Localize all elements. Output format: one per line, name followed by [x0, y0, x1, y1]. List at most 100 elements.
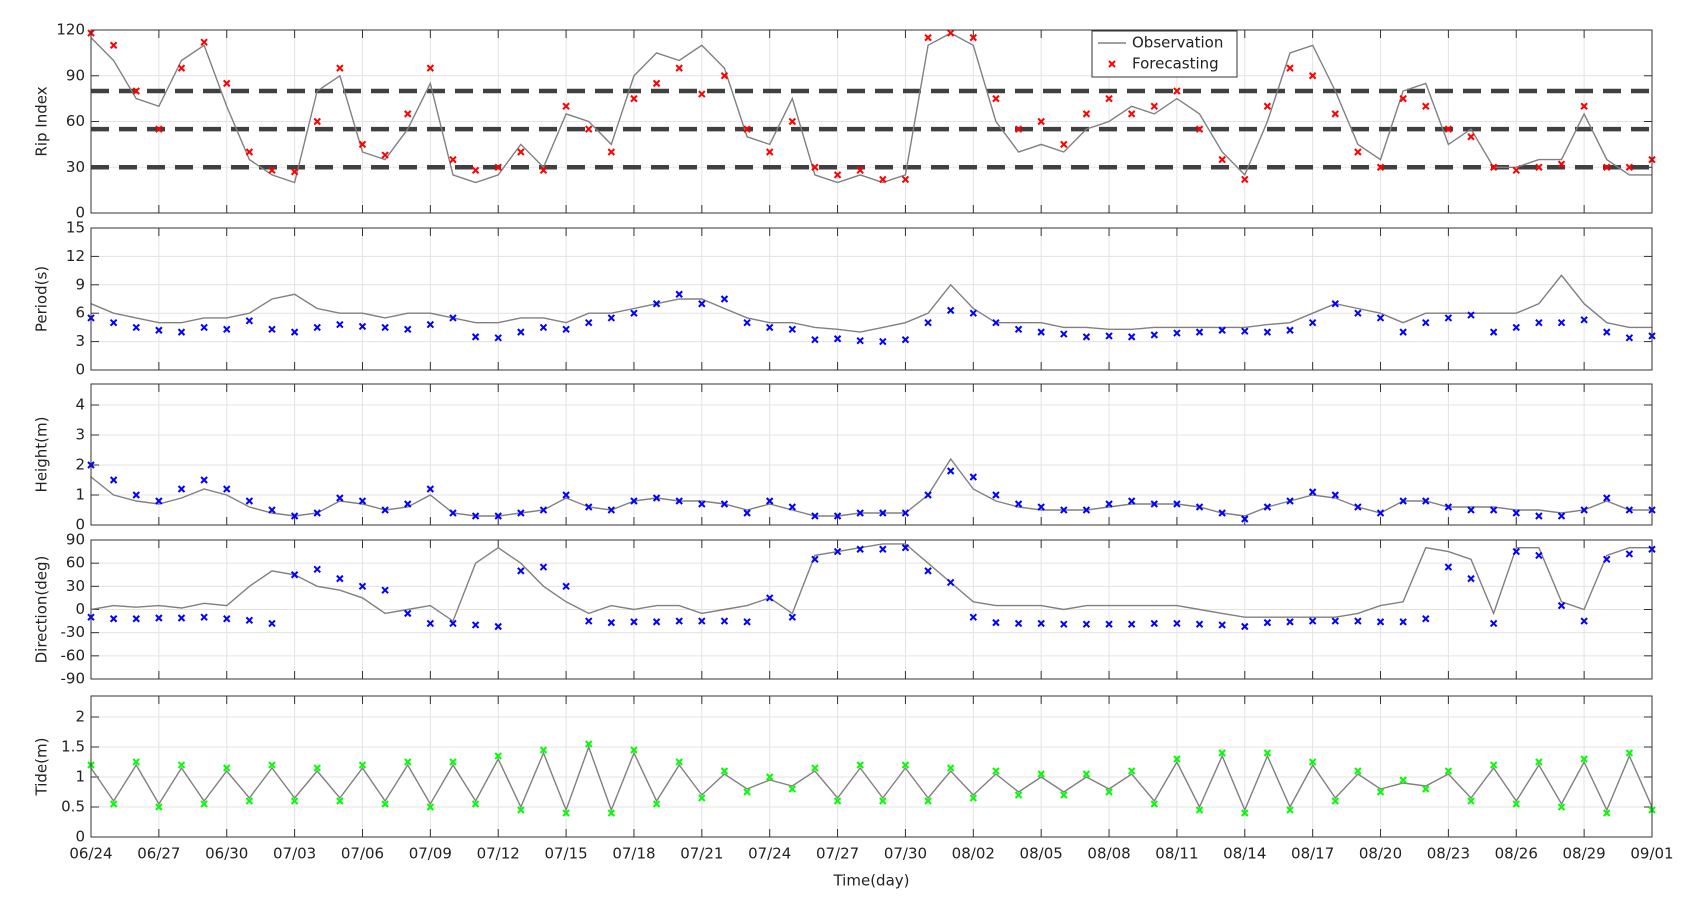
- y-tick-label: 30: [66, 577, 85, 595]
- forecast-marker: [1173, 87, 1181, 95]
- forecast-marker: [856, 545, 864, 553]
- forecast-marker: [901, 335, 910, 344]
- y-tick-label: 15: [66, 219, 85, 237]
- forecast-marker: [698, 300, 706, 308]
- forecast-marker: [1399, 497, 1407, 505]
- forecast-marker: [1557, 601, 1566, 610]
- forecast-marker: [1263, 503, 1272, 511]
- forecast-marker: [449, 155, 457, 164]
- forecast-marker: [404, 325, 412, 334]
- forecast-marker: [1127, 620, 1136, 628]
- legend-box: [1091, 30, 1238, 78]
- y-tick-label: 30: [66, 158, 85, 176]
- x-tick-label: 06/27: [137, 845, 180, 863]
- forecast-marker: [1195, 328, 1204, 336]
- plot-frame: [90, 383, 1653, 526]
- x-tick-label: 09/01: [1630, 845, 1673, 863]
- forecast-marker: [562, 491, 570, 499]
- forecast-marker: [1512, 547, 1520, 556]
- y-axis-label: Period(s): [33, 266, 51, 332]
- observation-line: [90, 457, 1652, 517]
- forecast-marker: [1557, 318, 1566, 327]
- forecast-marker: [1399, 328, 1407, 336]
- forecast-marker: [585, 740, 593, 748]
- legend-swatch: [1108, 60, 1116, 68]
- y-tick-label: 0: [75, 204, 85, 222]
- forecast-marker: [585, 318, 593, 327]
- forecast-marker: [652, 79, 661, 88]
- forecast-marker: [1105, 332, 1113, 340]
- forecast-marker: [223, 615, 231, 623]
- forecast-marker: [879, 175, 887, 184]
- forecast-marker: [1263, 102, 1272, 110]
- forecast-marker: [539, 746, 548, 754]
- forecast-marker: [1580, 316, 1588, 324]
- forecast-marker: [811, 163, 819, 171]
- forecast-marker: [177, 614, 186, 622]
- x-tick-label: 07/15: [544, 845, 587, 863]
- forecast-marker: [856, 509, 864, 517]
- forecast-marker: [336, 574, 344, 583]
- x-tick-label: 08/05: [1020, 845, 1063, 863]
- forecast-marker: [155, 326, 163, 334]
- forecast-marker: [630, 309, 638, 317]
- forecast-marker: [1082, 770, 1091, 778]
- forecast-marker: [471, 333, 480, 341]
- forecast-marker: [698, 500, 706, 508]
- forecast-marker: [562, 325, 570, 334]
- forecast-marker: [1467, 506, 1475, 514]
- forecast-marker: [811, 335, 819, 344]
- forecast-marker: [811, 512, 819, 520]
- forecast-marker: [879, 545, 887, 553]
- forecast-marker: [381, 800, 389, 808]
- forecast-marker: [1580, 506, 1588, 514]
- forecast-marker: [539, 166, 548, 175]
- forecast-marker: [313, 565, 321, 574]
- y-tick-label: -90: [61, 670, 86, 688]
- forecast-marker: [155, 497, 163, 505]
- forecast-marker: [765, 497, 774, 505]
- forecast-marker: [1263, 328, 1272, 336]
- forecast-marker: [132, 615, 140, 623]
- forecast-marker: [1308, 758, 1317, 766]
- forecast-marker: [1150, 331, 1158, 339]
- forecast-marker: [1444, 563, 1453, 571]
- forecast-marker: [833, 797, 842, 805]
- forecast-marker: [449, 758, 457, 766]
- y-tick-label: 60: [66, 554, 85, 572]
- forecast-marker: [1444, 767, 1453, 775]
- y-tick-label: 0: [75, 600, 85, 618]
- forecast-marker: [1399, 776, 1407, 784]
- forecast-marker: [675, 290, 683, 298]
- y-tick-label: 120: [56, 21, 85, 39]
- forecast-marker: [698, 617, 706, 625]
- y-tick-label: 60: [66, 112, 85, 130]
- y-tick-label: 0: [75, 516, 85, 534]
- forecast-marker: [1308, 488, 1317, 496]
- y-tick-label: 9: [75, 275, 85, 293]
- forecast-marker: [1195, 620, 1204, 628]
- forecast-marker: [652, 300, 661, 308]
- y-tick-label: 2: [75, 708, 85, 726]
- y-axis-label: Rip Index: [33, 86, 51, 156]
- forecast-marker: [811, 764, 819, 772]
- forecast-marker: [1354, 617, 1362, 625]
- y-tick-label: 3: [75, 332, 85, 350]
- forecast-marker: [1331, 491, 1339, 499]
- forecast-marker: [268, 761, 276, 769]
- forecast-marker: [992, 491, 1000, 499]
- forecast-marker: [1331, 617, 1339, 625]
- forecast-marker: [1218, 509, 1226, 517]
- forecast-marker: [924, 318, 932, 327]
- forecast-marker: [223, 325, 231, 334]
- forecast-marker: [1127, 767, 1136, 775]
- x-tick-label: 07/18: [612, 845, 655, 863]
- forecast-marker: [1512, 509, 1520, 517]
- observation-line: [90, 32, 1652, 184]
- forecast-marker: [177, 485, 186, 493]
- forecast-marker: [1580, 755, 1588, 763]
- forecast-marker: [404, 110, 412, 118]
- forecast-marker: [1173, 755, 1181, 763]
- forecast-marker: [992, 94, 1000, 103]
- forecast-marker: [630, 497, 638, 505]
